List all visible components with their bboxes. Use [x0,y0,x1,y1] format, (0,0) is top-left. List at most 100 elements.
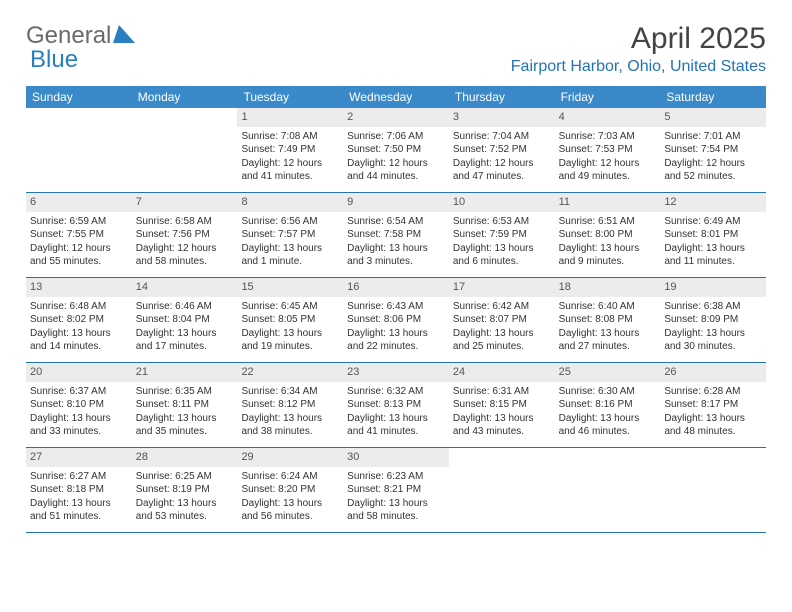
sunset-line: Sunset: 8:00 PM [559,228,657,242]
daylight-line: Daylight: 13 hours and 19 minutes. [241,327,339,354]
day-cell [660,448,766,532]
sunset-line: Sunset: 8:20 PM [241,483,339,497]
sunset-line: Sunset: 7:54 PM [664,143,762,157]
daylight-line: Daylight: 13 hours and 43 minutes. [453,412,551,439]
sunrise-line: Sunrise: 6:40 AM [559,300,657,314]
sunrise-line: Sunrise: 6:37 AM [30,385,128,399]
daylight-line: Daylight: 13 hours and 56 minutes. [241,497,339,524]
day-number: 6 [26,193,132,212]
day-number: 17 [449,278,555,297]
day-cell: 5Sunrise: 7:01 AMSunset: 7:54 PMDaylight… [660,108,766,192]
day-number: 22 [237,363,343,382]
sunset-line: Sunset: 8:11 PM [136,398,234,412]
sunrise-line: Sunrise: 6:28 AM [664,385,762,399]
day-number: 1 [237,108,343,127]
day-number: 28 [132,448,238,467]
day-of-week-header: SundayMondayTuesdayWednesdayThursdayFrid… [26,86,766,108]
sunrise-line: Sunrise: 6:23 AM [347,470,445,484]
day-cell [449,448,555,532]
day-cell: 17Sunrise: 6:42 AMSunset: 8:07 PMDayligh… [449,278,555,362]
sunset-line: Sunset: 7:58 PM [347,228,445,242]
daylight-line: Daylight: 13 hours and 41 minutes. [347,412,445,439]
logo-sail-icon [113,22,135,50]
sunset-line: Sunset: 7:59 PM [453,228,551,242]
day-number: 15 [237,278,343,297]
sunrise-line: Sunrise: 6:49 AM [664,215,762,229]
day-number: 10 [449,193,555,212]
sunrise-line: Sunrise: 6:35 AM [136,385,234,399]
day-cell: 8Sunrise: 6:56 AMSunset: 7:57 PMDaylight… [237,193,343,277]
daylight-line: Daylight: 12 hours and 47 minutes. [453,157,551,184]
day-cell: 22Sunrise: 6:34 AMSunset: 8:12 PMDayligh… [237,363,343,447]
day-cell: 12 Sunrise: 6:49 AMSunset: 8:01 PMDayligh… [660,193,766,277]
day-cell [26,108,132,192]
sunset-line: Sunset: 7:53 PM [559,143,657,157]
sunrise-line: Sunrise: 6:45 AM [241,300,339,314]
day-cell: 15Sunrise: 6:45 AMSunset: 8:05 PMDayligh… [237,278,343,362]
sunset-line: Sunset: 8:16 PM [559,398,657,412]
day-number: 12 [660,193,766,212]
day-cell: 14Sunrise: 6:46 AMSunset: 8:04 PMDayligh… [132,278,238,362]
sunrise-line: Sunrise: 6:34 AM [241,385,339,399]
daylight-line: Daylight: 13 hours and 30 minutes. [664,327,762,354]
day-number: 14 [132,278,238,297]
daylight-line: Daylight: 13 hours and 11 minutes. [664,242,762,269]
day-number: 29 [237,448,343,467]
day-cell: 24Sunrise: 6:31 AMSunset: 8:15 PMDayligh… [449,363,555,447]
dow-cell: Friday [555,86,661,108]
sunset-line: Sunset: 8:21 PM [347,483,445,497]
sunrise-line: Sunrise: 7:03 AM [559,130,657,144]
day-number: 3 [449,108,555,127]
sunset-line: Sunset: 8:10 PM [30,398,128,412]
daylight-line: Daylight: 13 hours and 53 minutes. [136,497,234,524]
day-cell: 20Sunrise: 6:37 AMSunset: 8:10 PMDayligh… [26,363,132,447]
sunrise-line: Sunrise: 6:42 AM [453,300,551,314]
day-cell: 23Sunrise: 6:32 AMSunset: 8:13 PMDayligh… [343,363,449,447]
calendar: SundayMondayTuesdayWednesdayThursdayFrid… [26,86,766,533]
sunrise-line: Sunrise: 6:30 AM [559,385,657,399]
week-row: 13Sunrise: 6:48 AMSunset: 8:02 PMDayligh… [26,278,766,363]
daylight-line: Daylight: 12 hours and 55 minutes. [30,242,128,269]
sunset-line: Sunset: 8:09 PM [664,313,762,327]
sunset-line: Sunset: 7:52 PM [453,143,551,157]
daylight-line: Daylight: 12 hours and 44 minutes. [347,157,445,184]
day-number: 13 [26,278,132,297]
sunset-line: Sunset: 7:55 PM [30,228,128,242]
sunset-line: Sunset: 7:56 PM [136,228,234,242]
sunset-line: Sunset: 7:57 PM [241,228,339,242]
sunrise-line: Sunrise: 6:38 AM [664,300,762,314]
day-cell: 7Sunrise: 6:58 AMSunset: 7:56 PMDaylight… [132,193,238,277]
day-cell: 11Sunrise: 6:51 AMSunset: 8:00 PMDayligh… [555,193,661,277]
daylight-line: Daylight: 13 hours and 33 minutes. [30,412,128,439]
sunrise-line: Sunrise: 6:51 AM [559,215,657,229]
day-cell: 30Sunrise: 6:23 AMSunset: 8:21 PMDayligh… [343,448,449,532]
day-cell: 25Sunrise: 6:30 AMSunset: 8:16 PMDayligh… [555,363,661,447]
day-cell: 16Sunrise: 6:43 AMSunset: 8:06 PMDayligh… [343,278,449,362]
daylight-line: Daylight: 13 hours and 17 minutes. [136,327,234,354]
calendar-body: 1Sunrise: 7:08 AMSunset: 7:49 PMDaylight… [26,108,766,533]
sunrise-line: Sunrise: 6:31 AM [453,385,551,399]
day-cell: 9Sunrise: 6:54 AMSunset: 7:58 PMDaylight… [343,193,449,277]
daylight-line: Daylight: 13 hours and 9 minutes. [559,242,657,269]
sunset-line: Sunset: 8:12 PM [241,398,339,412]
daylight-line: Daylight: 13 hours and 48 minutes. [664,412,762,439]
sunset-line: Sunset: 8:06 PM [347,313,445,327]
day-cell: 13Sunrise: 6:48 AMSunset: 8:02 PMDayligh… [26,278,132,362]
dow-cell: Monday [132,86,238,108]
week-row: 1Sunrise: 7:08 AMSunset: 7:49 PMDaylight… [26,108,766,193]
sunrise-line: Sunrise: 6:27 AM [30,470,128,484]
sunrise-line: Sunrise: 7:01 AM [664,130,762,144]
day-number: 5 [660,108,766,127]
day-number: 4 [555,108,661,127]
dow-cell: Wednesday [343,86,449,108]
dow-cell: Sunday [26,86,132,108]
daylight-line: Daylight: 12 hours and 49 minutes. [559,157,657,184]
sunrise-line: Sunrise: 6:25 AM [136,470,234,484]
day-cell [132,108,238,192]
sunset-line: Sunset: 8:01 PM [664,228,762,242]
sunset-line: Sunset: 8:04 PM [136,313,234,327]
location-label: Fairport Harbor, Ohio, United States [511,58,766,76]
daylight-line: Daylight: 13 hours and 1 minute. [241,242,339,269]
day-number: 7 [132,193,238,212]
dow-cell: Tuesday [237,86,343,108]
